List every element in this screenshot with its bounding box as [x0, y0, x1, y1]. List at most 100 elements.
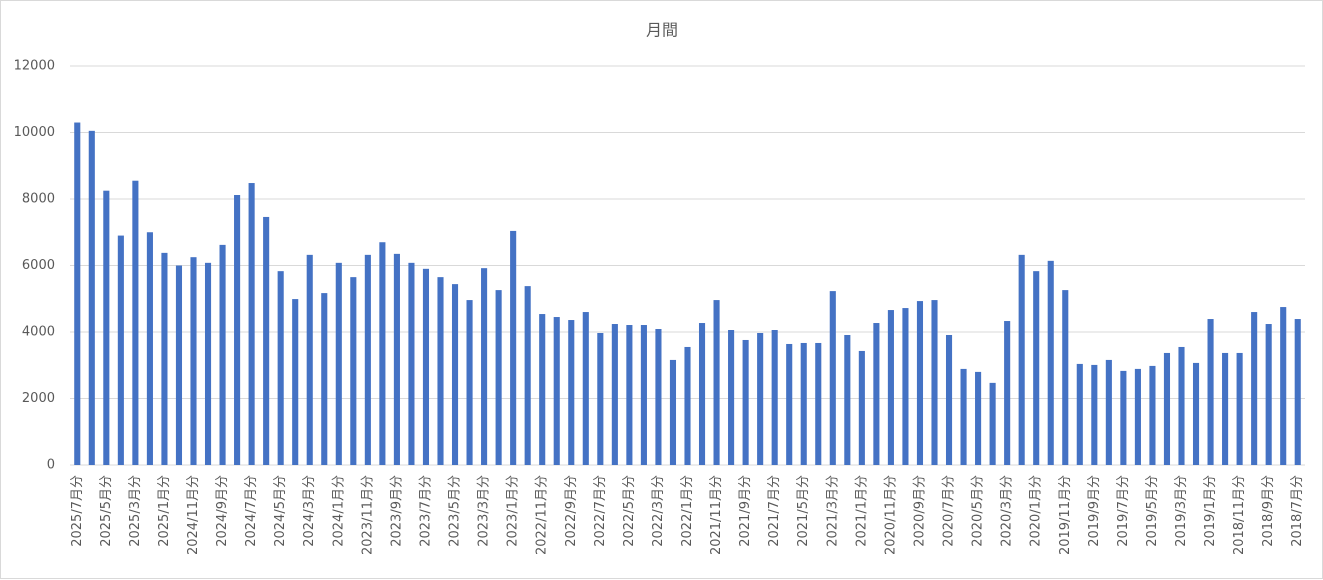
x-tick-label: 2024/3月分 [302, 475, 317, 547]
bar [873, 323, 880, 465]
bar [321, 293, 328, 465]
bar [1294, 319, 1301, 465]
x-tick-label: 2022/11月分 [535, 475, 550, 555]
x-tick-label: 2024/11月分 [186, 475, 201, 555]
bar [364, 254, 371, 465]
bar [466, 300, 473, 465]
bar [771, 330, 778, 465]
x-tick-label: 2021/9月分 [738, 475, 753, 547]
bar [757, 332, 764, 465]
bar [175, 265, 183, 465]
bar [742, 339, 749, 465]
bar [655, 329, 662, 465]
bar [582, 312, 589, 465]
bar [1004, 321, 1011, 465]
x-tick-label: 2019/7月分 [1116, 475, 1131, 547]
x-tick-label: 2024/1月分 [331, 475, 346, 547]
x-tick-label: 2025/3月分 [128, 475, 143, 547]
bar [510, 230, 517, 465]
x-tick-label: 2022/7月分 [593, 475, 608, 547]
x-tick-label: 2025/1月分 [157, 475, 172, 547]
bar [263, 216, 270, 465]
x-tick-label: 2020/5月分 [971, 475, 986, 547]
bar [597, 332, 604, 465]
x-tick-label: 2023/3月分 [477, 475, 492, 547]
bar [1192, 362, 1200, 465]
bar [626, 325, 633, 465]
bar [786, 343, 793, 465]
bar [103, 190, 110, 465]
y-tick-label: 4000 [22, 325, 55, 340]
bar [858, 350, 865, 465]
x-tick-label: 2023/11月分 [360, 475, 375, 555]
x-tick-label: 2019/5月分 [1145, 475, 1160, 547]
bar [539, 314, 546, 465]
bar [1033, 271, 1040, 465]
bar [1207, 319, 1214, 465]
bar [728, 330, 735, 465]
x-tick-label: 2023/5月分 [448, 475, 463, 547]
bar [437, 277, 444, 465]
x-tick-label: 2025/5月分 [99, 475, 114, 547]
bar [844, 334, 851, 465]
bar [800, 342, 807, 465]
bar [161, 252, 168, 465]
bar [916, 301, 924, 465]
bar [277, 271, 284, 465]
bar [74, 122, 81, 466]
bar [379, 242, 386, 465]
x-tick-label: 2024/9月分 [215, 475, 230, 547]
x-tick-label: 2021/11月分 [709, 475, 724, 555]
x-tick-label: 2018/11月分 [1232, 475, 1247, 555]
y-tick-label: 8000 [22, 192, 55, 207]
x-tick-label: 2018/9月分 [1261, 475, 1276, 547]
bar [1280, 307, 1287, 465]
bar [292, 299, 299, 465]
bar [248, 183, 255, 466]
bar [219, 244, 226, 465]
bar [306, 254, 313, 465]
bar [568, 320, 575, 465]
x-tick-label: 2020/7月分 [942, 475, 957, 547]
bar [713, 300, 720, 465]
bar [117, 235, 124, 465]
x-tick-label: 2023/9月分 [389, 475, 404, 547]
bar [88, 130, 95, 465]
bar [1047, 260, 1054, 465]
x-tick-label: 2024/5月分 [273, 475, 288, 547]
x-tick-label: 2020/3月分 [1000, 475, 1015, 547]
bar [350, 277, 357, 465]
bar [234, 195, 241, 465]
bar [1149, 365, 1156, 465]
bar [1076, 363, 1083, 465]
x-tick-label: 2020/11月分 [883, 475, 898, 555]
bar [335, 262, 342, 465]
bar [887, 310, 894, 465]
bar [815, 342, 822, 465]
y-tick-label: 6000 [22, 258, 55, 273]
bar [945, 334, 953, 465]
bar [684, 346, 691, 465]
bar [698, 323, 706, 465]
chart-title: 月間 [646, 21, 678, 40]
x-tick-label: 2020/1月分 [1029, 475, 1044, 547]
bar [829, 291, 836, 465]
bar [481, 268, 488, 465]
x-tick-label: 2022/9月分 [564, 475, 579, 547]
bar [1091, 364, 1098, 465]
x-tick-label: 2023/1月分 [506, 475, 521, 547]
bar [1134, 368, 1141, 465]
bar [669, 359, 677, 465]
x-tick-label: 2022/1月分 [680, 475, 695, 547]
x-tick-label: 2019/9月分 [1087, 475, 1102, 547]
x-tick-label: 2024/7月分 [244, 475, 259, 547]
bar [960, 368, 967, 465]
bar [975, 371, 982, 465]
bar [408, 262, 415, 465]
bar [1120, 370, 1127, 465]
bar [640, 325, 647, 465]
x-tick-label: 2021/5月分 [796, 475, 811, 547]
x-tick-label: 2022/5月分 [622, 475, 637, 547]
bar [524, 286, 531, 465]
